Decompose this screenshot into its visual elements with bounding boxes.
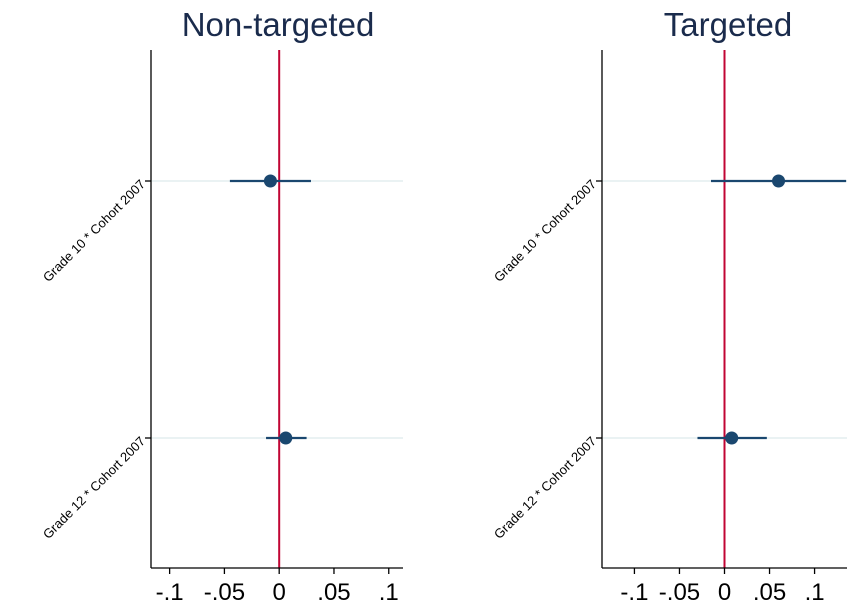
x-tick-label: .05	[317, 579, 350, 606]
x-tick-label: 0	[718, 579, 731, 606]
x-tick-label: -.1	[620, 579, 648, 606]
x-tick-label: -.1	[156, 579, 184, 606]
point-estimate	[279, 431, 293, 445]
y-tick-label: Grade 12 * Cohort 2007	[40, 434, 148, 542]
x-tick-label: -.05	[204, 579, 245, 606]
x-tick-label: .1	[379, 579, 399, 606]
y-tick-label: Grade 10 * Cohort 2007	[40, 177, 148, 285]
point-estimate	[263, 174, 277, 188]
x-tick-label: .05	[753, 579, 786, 606]
y-tick-label: Grade 10 * Cohort 2007	[491, 177, 599, 285]
panel-title: Non-targeted	[182, 6, 375, 43]
y-tick-label: Grade 12 * Cohort 2007	[491, 434, 599, 542]
panel-targeted: Targeted Grade 10 * Cohort 2007 Grade 12 *…	[491, 6, 847, 606]
point-estimate	[772, 174, 786, 188]
x-tick-label: 0	[273, 579, 286, 606]
x-tick-label: .1	[805, 579, 825, 606]
panel-non-targeted: Non-targeted Grade 10 * Cohort 2007 Grade …	[40, 6, 403, 606]
panel-title: Targeted	[664, 6, 792, 43]
point-estimate	[725, 431, 739, 445]
x-tick-label: -.05	[659, 579, 700, 606]
